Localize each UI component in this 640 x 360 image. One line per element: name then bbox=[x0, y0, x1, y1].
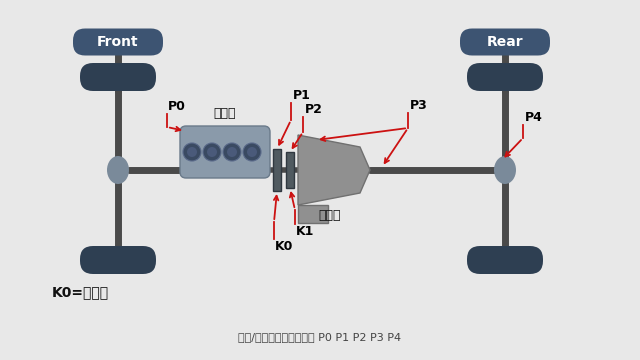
Bar bbox=[298, 205, 328, 223]
Ellipse shape bbox=[107, 156, 129, 184]
Text: Rear: Rear bbox=[486, 35, 524, 49]
Polygon shape bbox=[298, 135, 370, 205]
Circle shape bbox=[227, 147, 237, 157]
FancyBboxPatch shape bbox=[467, 246, 543, 274]
FancyBboxPatch shape bbox=[80, 246, 156, 274]
Circle shape bbox=[243, 143, 261, 161]
Circle shape bbox=[207, 147, 217, 157]
FancyBboxPatch shape bbox=[80, 63, 156, 91]
Text: 变速筱: 变速筱 bbox=[318, 209, 340, 222]
Circle shape bbox=[203, 143, 221, 161]
Bar bbox=[273, 149, 281, 191]
FancyBboxPatch shape bbox=[460, 28, 550, 55]
FancyBboxPatch shape bbox=[180, 126, 270, 178]
Text: K0=离合器: K0=离合器 bbox=[52, 285, 109, 299]
Text: 混动/电动车上电机的位置 P0 P1 P2 P3 P4: 混动/电动车上电机的位置 P0 P1 P2 P3 P4 bbox=[239, 332, 401, 342]
Circle shape bbox=[247, 147, 257, 157]
FancyBboxPatch shape bbox=[467, 63, 543, 91]
Text: P0: P0 bbox=[168, 100, 186, 113]
Text: P1: P1 bbox=[293, 89, 311, 102]
Text: P3: P3 bbox=[410, 99, 428, 112]
Bar bbox=[286, 152, 294, 188]
Text: K0: K0 bbox=[275, 240, 293, 253]
Text: K1: K1 bbox=[296, 225, 314, 238]
Text: P2: P2 bbox=[305, 103, 323, 116]
Circle shape bbox=[183, 143, 201, 161]
Text: Front: Front bbox=[97, 35, 139, 49]
Ellipse shape bbox=[494, 156, 516, 184]
Text: 发动机: 发动机 bbox=[214, 107, 236, 120]
Text: P4: P4 bbox=[525, 111, 543, 124]
Circle shape bbox=[187, 147, 197, 157]
FancyBboxPatch shape bbox=[73, 28, 163, 55]
Circle shape bbox=[223, 143, 241, 161]
